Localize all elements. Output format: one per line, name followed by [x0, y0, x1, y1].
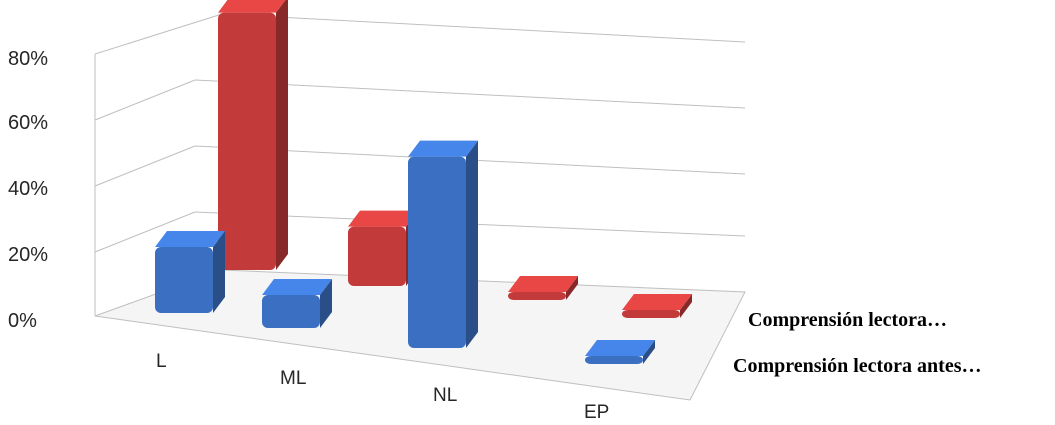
- bar: [262, 279, 332, 328]
- category-label: NL: [433, 385, 457, 406]
- series-label-before: Comprensión lectora antes…: [733, 355, 982, 377]
- bar: [585, 340, 655, 364]
- y-tick-label: 20%: [8, 244, 48, 266]
- y-tick-label: 80%: [8, 48, 48, 70]
- bar: [508, 276, 578, 300]
- category-label: L: [156, 351, 167, 372]
- series-label-after: Comprensión lectora…: [748, 309, 947, 331]
- bar: [218, 0, 288, 270]
- bar: [348, 211, 418, 286]
- bar: [155, 231, 225, 313]
- category-label: ML: [280, 368, 306, 389]
- y-tick-label: 0%: [8, 310, 37, 332]
- y-tick-label: 40%: [8, 178, 48, 200]
- bar: [408, 141, 478, 348]
- category-label: EP: [584, 402, 609, 423]
- bar: [622, 294, 692, 318]
- y-tick-label: 60%: [8, 112, 48, 134]
